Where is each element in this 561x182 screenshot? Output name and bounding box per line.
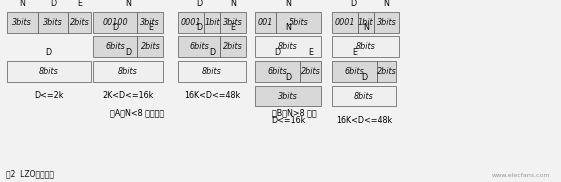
FancyBboxPatch shape [300, 61, 321, 82]
Text: 2bits: 2bits [140, 42, 160, 51]
FancyBboxPatch shape [332, 12, 358, 33]
Text: （B）N>8 格式: （B）N>8 格式 [272, 108, 317, 117]
FancyBboxPatch shape [178, 61, 246, 82]
Text: 3bits: 3bits [278, 92, 298, 100]
FancyBboxPatch shape [68, 12, 91, 33]
Text: 3bits: 3bits [140, 18, 160, 27]
FancyBboxPatch shape [374, 12, 399, 33]
Text: 8bits: 8bits [39, 67, 59, 76]
FancyBboxPatch shape [220, 12, 246, 33]
FancyBboxPatch shape [93, 36, 137, 57]
Text: 5bits: 5bits [288, 18, 309, 27]
Text: D<=16k: D<=16k [271, 116, 305, 124]
FancyBboxPatch shape [93, 61, 163, 82]
Text: 6bits: 6bits [344, 67, 365, 76]
FancyBboxPatch shape [7, 61, 91, 82]
Text: D: D [125, 48, 131, 57]
Text: 00100: 00100 [102, 18, 128, 27]
FancyBboxPatch shape [137, 36, 163, 57]
FancyBboxPatch shape [332, 61, 377, 82]
Text: E: E [77, 0, 82, 8]
Text: D: D [285, 73, 291, 82]
FancyBboxPatch shape [377, 61, 396, 82]
FancyBboxPatch shape [255, 12, 276, 33]
FancyBboxPatch shape [255, 61, 300, 82]
FancyBboxPatch shape [38, 12, 68, 33]
FancyBboxPatch shape [7, 12, 38, 33]
Text: 8bits: 8bits [118, 67, 138, 76]
Text: D: D [196, 23, 202, 32]
FancyBboxPatch shape [332, 36, 399, 57]
FancyBboxPatch shape [358, 12, 374, 33]
Text: E: E [231, 23, 235, 32]
Text: N: N [285, 23, 291, 32]
Text: 2bits: 2bits [376, 67, 397, 76]
Text: 3bits: 3bits [223, 18, 243, 27]
FancyBboxPatch shape [93, 12, 137, 33]
FancyBboxPatch shape [276, 12, 321, 33]
Text: 6bits: 6bits [189, 42, 209, 51]
Text: N: N [230, 0, 236, 8]
Text: 2bits: 2bits [223, 42, 243, 51]
Text: E: E [352, 48, 357, 57]
Text: 6bits: 6bits [268, 67, 288, 76]
Text: 3bits: 3bits [43, 18, 63, 27]
Text: 6bits: 6bits [105, 42, 125, 51]
Text: 8bits: 8bits [202, 67, 222, 76]
Text: N: N [125, 0, 131, 8]
Text: 1bit: 1bit [204, 18, 220, 27]
FancyBboxPatch shape [204, 12, 220, 33]
Text: 16K<D<=48k: 16K<D<=48k [184, 91, 240, 100]
Text: 8bits: 8bits [278, 42, 298, 51]
FancyBboxPatch shape [332, 86, 396, 106]
FancyBboxPatch shape [137, 12, 163, 33]
Text: D: D [50, 0, 56, 8]
FancyBboxPatch shape [255, 36, 321, 57]
Text: 0001: 0001 [335, 18, 355, 27]
Text: 3bits: 3bits [12, 18, 32, 27]
Text: N: N [384, 0, 389, 8]
Text: 图2  LZO编码格式: 图2 LZO编码格式 [6, 169, 54, 178]
Text: 8bits: 8bits [354, 92, 374, 100]
FancyBboxPatch shape [220, 36, 246, 57]
Text: D: D [112, 23, 118, 32]
Text: www.elecfans.com: www.elecfans.com [491, 173, 550, 178]
Text: N: N [285, 0, 291, 8]
Text: E: E [308, 48, 313, 57]
Text: 001: 001 [258, 18, 273, 27]
Text: D: D [361, 73, 367, 82]
FancyBboxPatch shape [178, 36, 220, 57]
Text: D: D [196, 0, 202, 8]
Text: 2K<D<=16k: 2K<D<=16k [102, 91, 154, 100]
Text: 1bit: 1bit [358, 18, 374, 27]
Text: 8bits: 8bits [356, 42, 376, 51]
Text: D: D [275, 48, 280, 57]
Text: D<=2k: D<=2k [34, 91, 63, 100]
Text: D: D [209, 48, 215, 57]
Text: 2bits: 2bits [70, 18, 90, 27]
Text: 3bits: 3bits [376, 18, 397, 27]
Text: N: N [19, 0, 25, 8]
Text: （A）N<8 编码格式: （A）N<8 编码格式 [111, 108, 164, 117]
Text: N: N [363, 23, 369, 32]
Text: D: D [46, 48, 52, 57]
Text: 16K<D<=48k: 16K<D<=48k [336, 116, 392, 124]
Text: 0001: 0001 [181, 18, 201, 27]
Text: 2bits: 2bits [301, 67, 320, 76]
FancyBboxPatch shape [178, 12, 204, 33]
FancyBboxPatch shape [255, 86, 321, 106]
Text: E: E [148, 23, 153, 32]
Text: D: D [350, 0, 356, 8]
